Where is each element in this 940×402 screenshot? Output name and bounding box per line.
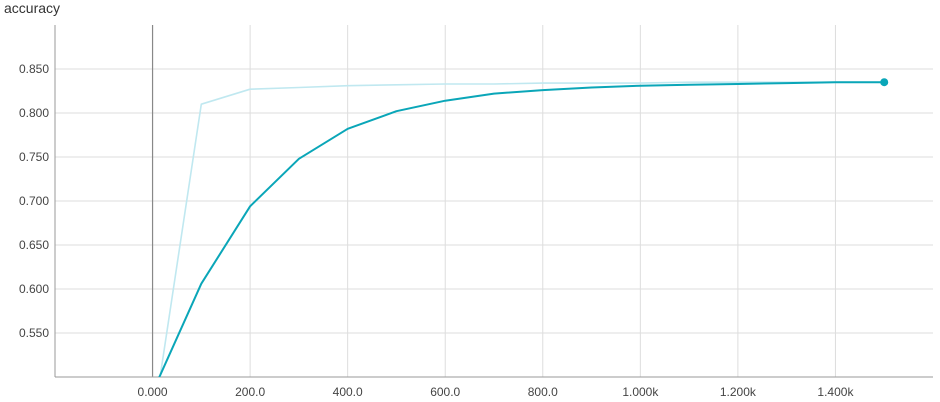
y-tick-label: 0.850: [19, 62, 49, 76]
y-tick-label: 0.600: [19, 282, 49, 296]
x-tick-label: 1.200k: [720, 385, 757, 399]
x-tick-label: 400.0: [333, 385, 363, 399]
x-tick-label: 200.0: [235, 385, 265, 399]
x-tick-label: 1.000k: [622, 385, 659, 399]
y-tick-label: 0.800: [19, 106, 49, 120]
raw-series-line: [159, 81, 885, 377]
smoothed-series-line: [158, 81, 885, 377]
y-tick-label: 0.650: [19, 238, 49, 252]
chart-title: accuracy: [4, 0, 61, 16]
x-tick-label: 600.0: [430, 385, 460, 399]
y-tick-label: 0.700: [19, 194, 49, 208]
series-endpoint-marker: [880, 78, 889, 87]
x-tick-label: 0.000: [138, 385, 168, 399]
y-tick-label: 0.750: [19, 150, 49, 164]
x-tick-label: 800.0: [528, 385, 558, 399]
x-tick-label: 1.400k: [817, 385, 854, 399]
y-tick-label: 0.550: [19, 326, 49, 340]
